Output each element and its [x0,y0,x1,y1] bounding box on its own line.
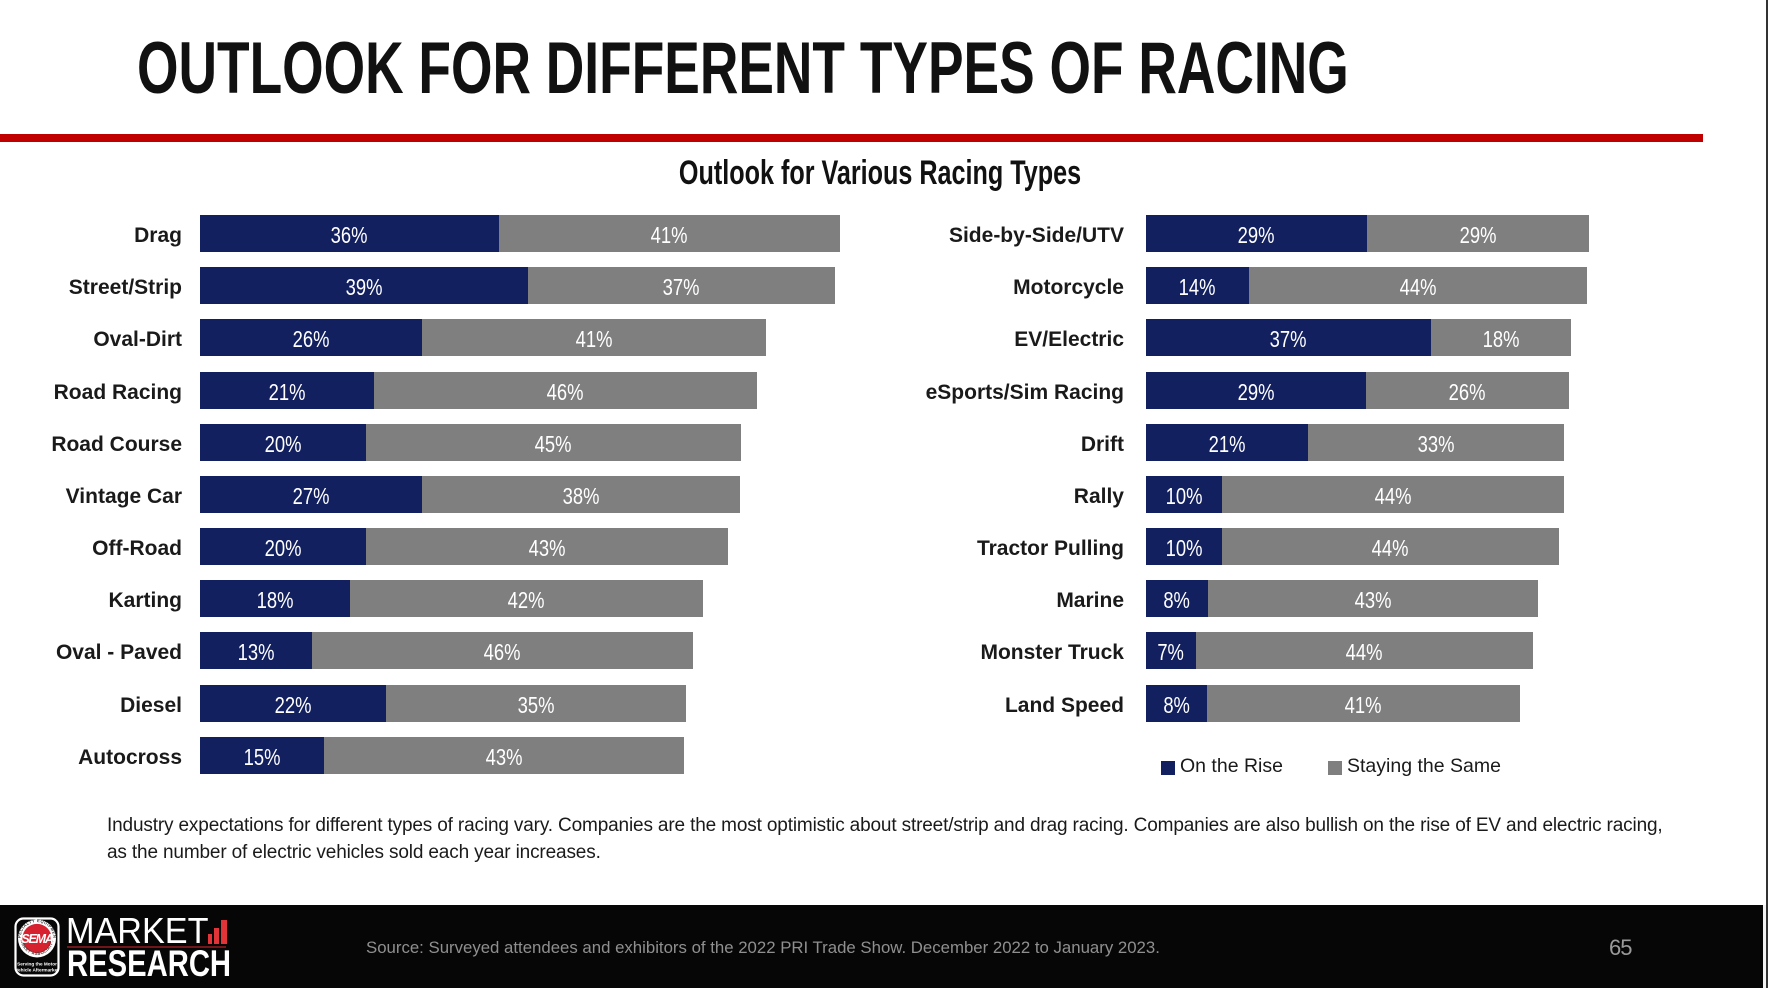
svg-text:Vehicle Aftermarket: Vehicle Aftermarket [15,968,59,973]
svg-text:SEMA: SEMA [21,932,53,946]
svg-text:Serving the Motor: Serving the Motor [17,962,57,967]
